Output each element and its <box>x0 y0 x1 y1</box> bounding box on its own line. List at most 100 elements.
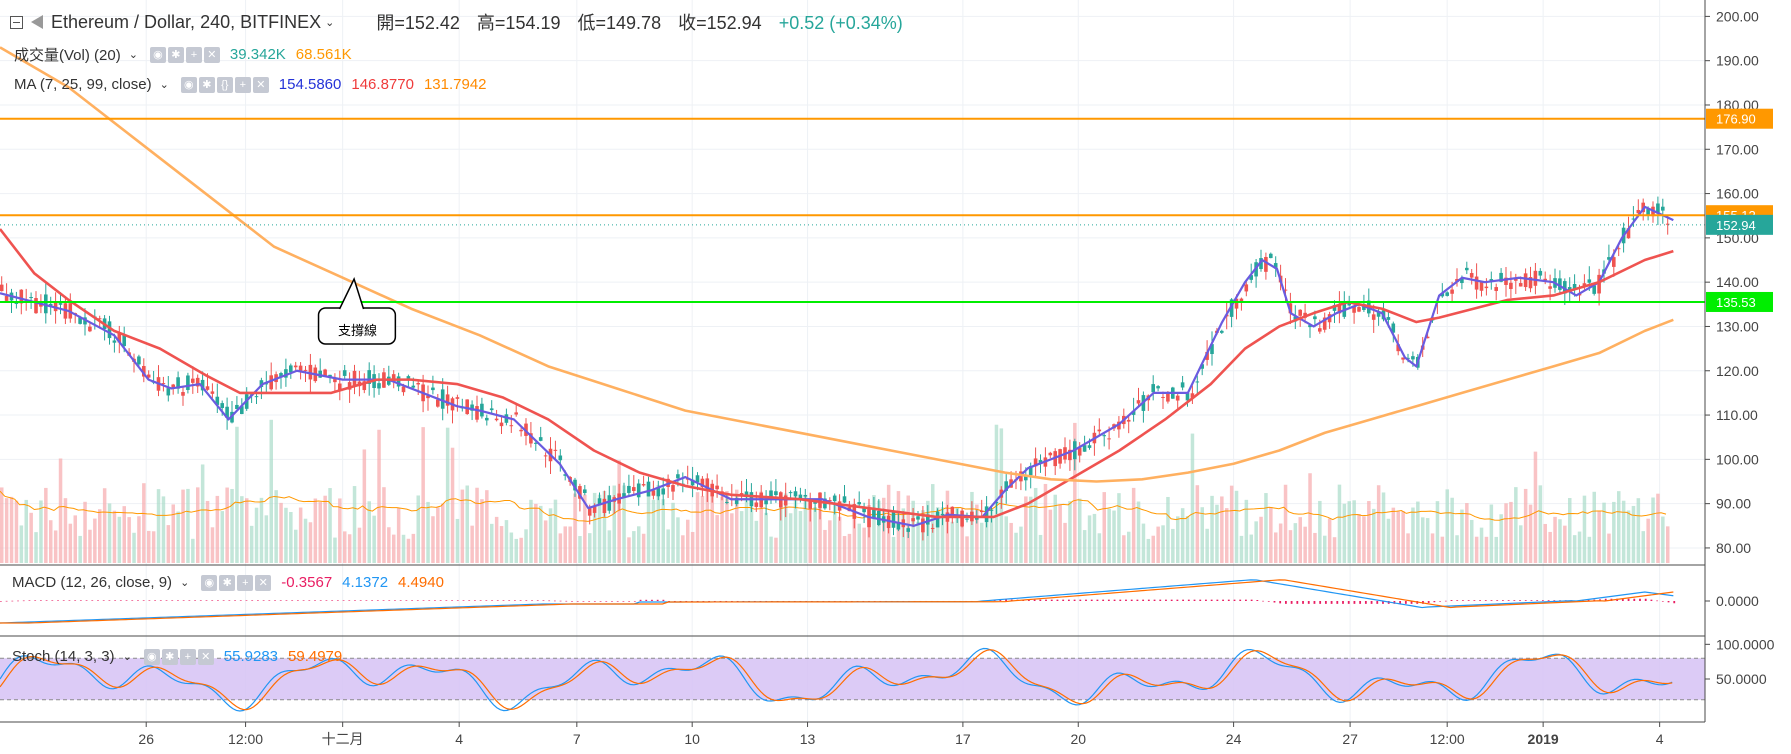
stoch-label[interactable]: Stoch (14, 3, 3) <box>12 648 115 665</box>
candle-body <box>323 369 327 376</box>
gear-icon[interactable]: ✱ <box>167 46 184 63</box>
vol-label[interactable]: 成交量(Vol) (20) <box>14 47 121 64</box>
gear-icon[interactable]: ✱ <box>161 648 178 665</box>
close-icon[interactable]: ✕ <box>197 648 214 665</box>
candle-body <box>1264 256 1268 272</box>
candle-body <box>411 385 416 388</box>
plus-icon[interactable]: + <box>234 76 251 93</box>
volume-bar <box>612 485 616 563</box>
chevron-down-icon[interactable]: ⌄ <box>128 49 138 61</box>
macd-histogram-bar <box>479 600 482 601</box>
candle-body <box>705 478 710 490</box>
volume-bar <box>916 521 920 563</box>
macd-histogram-bar <box>1547 600 1550 601</box>
plus-icon[interactable]: + <box>185 46 202 63</box>
macd-histogram-bar <box>234 600 236 601</box>
candle-body <box>754 502 759 507</box>
candle-body <box>499 422 504 427</box>
volume-bar <box>436 507 440 563</box>
macd-histogram-bar <box>633 601 636 602</box>
gear-icon[interactable]: ✱ <box>219 574 236 591</box>
volume-bar <box>1244 499 1249 563</box>
flag-icon[interactable] <box>31 15 43 29</box>
macd-label[interactable]: MACD (12, 26, close, 9) <box>12 574 173 591</box>
volume-bar <box>1470 519 1474 563</box>
chevron-down-icon[interactable]: ⌄ <box>325 16 335 29</box>
volume-bar <box>739 511 744 563</box>
candle-body <box>1205 351 1209 360</box>
chevron-down-icon[interactable]: ⌄ <box>122 651 132 663</box>
macd-histogram-bar <box>1193 599 1196 601</box>
volume-bar <box>617 460 621 563</box>
candle-body <box>289 365 293 373</box>
symbol-header: Ethereum / Dollar, 240, BITFINEX ⌄ 開=152… <box>10 9 915 35</box>
volume-bars <box>0 419 1670 563</box>
macd-histogram-bar <box>159 600 162 601</box>
volume-bar <box>950 521 955 563</box>
candle-body <box>930 527 935 529</box>
candle-body <box>1499 272 1503 282</box>
volume-bar <box>1342 503 1347 563</box>
candle-body <box>391 374 396 382</box>
gear-icon[interactable]: ✱ <box>198 76 215 93</box>
eye-icon[interactable]: ◉ <box>149 46 166 63</box>
candle-body <box>1548 286 1552 289</box>
candle-body <box>342 370 347 376</box>
candle-body <box>725 501 729 503</box>
candle-body <box>529 433 533 444</box>
macd-histogram-bar <box>1319 601 1322 604</box>
macd-histogram-bar <box>285 600 288 601</box>
volume-bar <box>1460 509 1464 563</box>
plus-icon[interactable]: + <box>237 574 254 591</box>
macd-histogram-bar <box>1067 599 1070 601</box>
volume-bar <box>455 518 460 563</box>
volume-bar <box>847 533 852 563</box>
macd-histogram-bar <box>1027 599 1030 601</box>
symbol-title[interactable]: Ethereum / Dollar, 240, BITFINEX <box>51 11 322 32</box>
macd-histogram-bar <box>279 600 282 601</box>
chevron-down-icon[interactable]: ⌄ <box>180 577 190 589</box>
candle-body <box>1175 395 1180 401</box>
candle-body <box>1126 419 1131 422</box>
macd-histogram-bar <box>628 601 631 602</box>
macd-histogram-bar <box>553 600 556 602</box>
volume-bar <box>254 507 259 563</box>
candle-body <box>470 404 474 411</box>
volume-bar <box>715 515 719 563</box>
volume-bar <box>4 498 9 563</box>
volume-bar <box>583 494 587 563</box>
eye-icon[interactable]: ◉ <box>143 648 160 665</box>
candle-body <box>1465 267 1469 271</box>
candle-body <box>0 284 4 292</box>
candle-body <box>1097 429 1102 432</box>
volume-bar <box>1621 500 1626 563</box>
volume-bar <box>1558 519 1562 563</box>
candle-body <box>107 321 112 339</box>
candle-body <box>284 369 288 378</box>
candle-body <box>161 383 166 385</box>
candle-body <box>1572 283 1577 291</box>
volume-bar <box>803 495 808 563</box>
ma-label[interactable]: MA (7, 25, 99, close) <box>14 76 152 93</box>
volume-bar <box>249 525 254 563</box>
close-icon[interactable]: ✕ <box>203 46 220 63</box>
volume-bar <box>828 520 832 563</box>
volume-bar <box>347 534 352 563</box>
macd-histogram-bar <box>28 600 31 601</box>
eye-icon[interactable]: ◉ <box>201 574 218 591</box>
macd-histogram-bar <box>1159 599 1162 601</box>
candle-body <box>303 369 308 371</box>
chevron-down-icon[interactable]: ⌄ <box>159 79 169 91</box>
braces-icon[interactable]: {} <box>216 76 233 93</box>
volume-bar <box>725 490 729 563</box>
close-icon[interactable]: ✕ <box>255 574 272 591</box>
eye-icon[interactable]: ◉ <box>180 76 197 93</box>
volume-bar <box>911 500 915 563</box>
candle-body <box>676 474 680 479</box>
close-icon[interactable]: ✕ <box>252 76 269 93</box>
plus-icon[interactable]: + <box>179 648 196 665</box>
macd-histogram-bar <box>74 600 77 601</box>
collapse-icon[interactable] <box>10 15 23 29</box>
